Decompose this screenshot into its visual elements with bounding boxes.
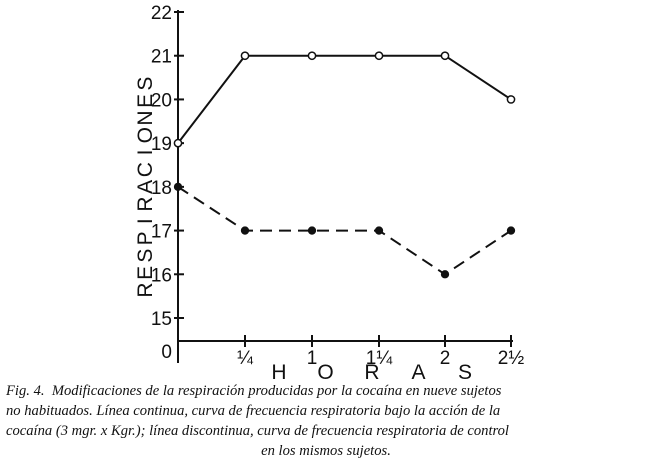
series-1-point [440, 51, 450, 61]
series-2-point [240, 226, 250, 235]
y-tick-label: 18 [151, 178, 172, 199]
y-axis-title-letter: O [134, 127, 157, 143]
y-tick-label: 21 [151, 47, 172, 68]
y-zero-label: 0 [161, 342, 172, 363]
x-tick-label: ¼ [237, 348, 254, 369]
figure-caption: Fig. 4. Modificaciones de la respiración… [6, 381, 646, 461]
x-ticks: ¼ 1 1¼ 2 2½ [237, 335, 524, 369]
caption-text-1: Modificaciones de la respiración produci… [51, 383, 502, 399]
series-2-point [506, 226, 516, 235]
y-axis-title-letter: E [134, 94, 157, 108]
caption-line-2: no habituados. Línea continua, curva de … [6, 403, 501, 419]
y-axis-title-letter: N [134, 110, 157, 125]
x-tick-label: 2½ [498, 348, 525, 369]
y-tick-label: 15 [151, 309, 172, 330]
series-2-line [177, 186, 512, 276]
y-tick-label: 16 [151, 265, 172, 286]
series-2-point [307, 226, 317, 235]
x-axis-title-letter: O [317, 361, 333, 380]
y-axis-title-letter: S [134, 249, 157, 263]
y-ticks: 15 16 17 18 19 20 21 22 0 [151, 3, 184, 363]
y-tick-label: 20 [151, 90, 172, 111]
caption-line-3: cocaína (3 mgr. x Kgr.); línea discontin… [6, 423, 509, 439]
axes [177, 10, 513, 363]
x-axis-title-letter: R [364, 361, 379, 380]
x-tick-label: 1¼ [366, 348, 394, 369]
series-1-line [177, 54, 512, 144]
y-tick-label: 19 [151, 134, 172, 155]
series-2-point [440, 270, 450, 279]
series-2-point [173, 182, 183, 192]
y-axis-title-letter: A [134, 180, 157, 194]
series-1-point [240, 51, 250, 61]
y-axis-title-letter: P [134, 231, 157, 245]
x-axis-title-letter: S [458, 361, 472, 380]
y-axis-title-letter: R [134, 196, 157, 211]
series-group [173, 51, 516, 279]
x-axis-title-letter: A [411, 361, 425, 380]
x-tick-label: 1 [307, 348, 318, 369]
y-axis-title-letter: S [134, 77, 157, 91]
y-axis-title-letter: C [134, 162, 157, 177]
series-2-point [374, 226, 384, 235]
caption-line-4: en los mismos sujetos. [261, 443, 391, 459]
series-1-point [307, 51, 317, 61]
y-axis-title-letter: I [134, 218, 157, 224]
y-axis-title-letter: E [134, 266, 157, 280]
x-tick-label: 2 [440, 348, 451, 369]
y-tick-label: 17 [151, 222, 172, 243]
y-axis-title-letter: I [134, 149, 157, 155]
y-tick-label: 22 [151, 3, 172, 24]
y-axis-title-letter: R [134, 282, 157, 297]
series-1-point [374, 51, 384, 61]
caption-line-1: Fig. 4. Modificaciones de la respiración… [6, 381, 646, 401]
x-axis-title-letter: H [271, 361, 286, 380]
caption-fig-label: Fig. 4. [6, 383, 45, 399]
series-1-point [173, 138, 183, 148]
series-1-point [506, 95, 516, 104]
